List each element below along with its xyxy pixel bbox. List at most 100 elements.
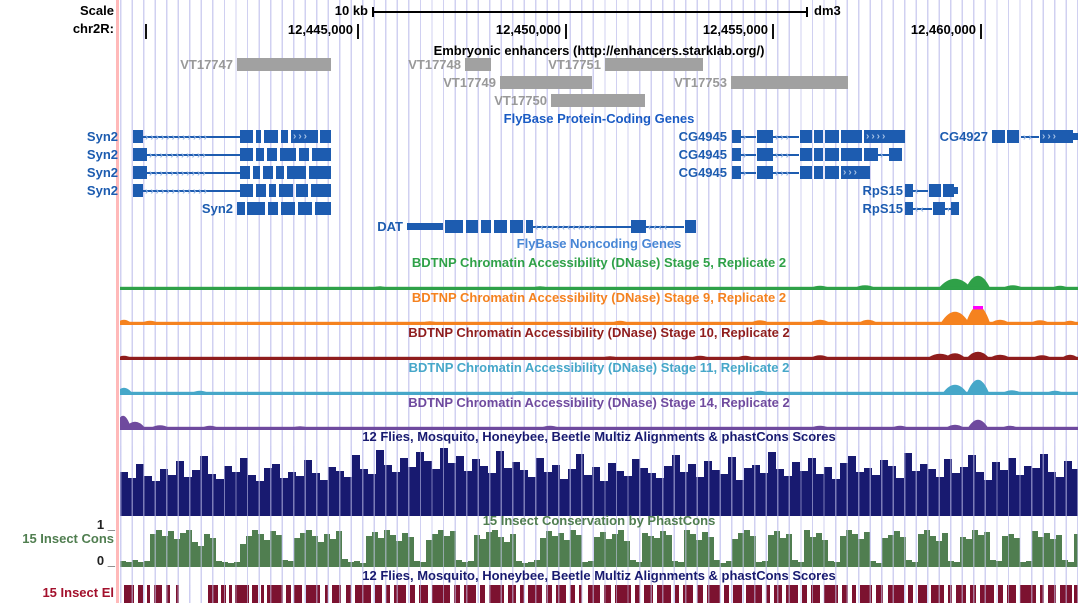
- conserved-element[interactable]: [294, 585, 302, 603]
- elements-left-label[interactable]: 15 Insect El: [42, 585, 114, 600]
- gene-label[interactable]: RpS15: [862, 201, 903, 216]
- dnase-signal[interactable]: [120, 411, 1078, 430]
- conserved-element[interactable]: [267, 585, 283, 603]
- gene-exon[interactable]: [841, 148, 862, 161]
- gene-intron-line[interactable]: [147, 171, 240, 174]
- conserved-element[interactable]: [683, 585, 693, 603]
- protein-coding-track-title[interactable]: FlyBase Protein-Coding Genes: [503, 111, 695, 126]
- elements-track-title[interactable]: 12 Flies, Mosquito, Honeybee, Beetle Mul…: [362, 568, 836, 583]
- gene-intron-line[interactable]: [773, 135, 799, 138]
- gene-exon[interactable]: [240, 166, 250, 179]
- conserved-element[interactable]: [766, 585, 770, 603]
- gene-intron-line[interactable]: [741, 135, 756, 138]
- dnase-track-row[interactable]: BDTNP Chromatin Accessibility (DNase) St…: [120, 290, 1078, 325]
- gene-intron-line[interactable]: [147, 153, 240, 156]
- conserved-element[interactable]: [508, 585, 516, 603]
- enhancer-label[interactable]: VT17750: [494, 93, 547, 108]
- conserved-element[interactable]: [604, 585, 611, 603]
- gene-exon[interactable]: [253, 166, 260, 179]
- conserved-element[interactable]: [419, 585, 428, 603]
- gene-intron-line[interactable]: [1021, 135, 1039, 138]
- conserved-element[interactable]: [1048, 585, 1056, 603]
- gene-intron-line[interactable]: [741, 153, 756, 156]
- dnase-signal[interactable]: [120, 271, 1078, 290]
- gene-exon[interactable]: [825, 130, 839, 143]
- gene-utr[interactable]: [1073, 133, 1078, 140]
- gene-exon[interactable]: [481, 220, 491, 233]
- gene-exon[interactable]: [133, 148, 147, 161]
- conserved-element[interactable]: [1060, 585, 1072, 603]
- enhancer-box[interactable]: [731, 76, 848, 89]
- gene-label[interactable]: Syn2: [86, 183, 118, 198]
- conserved-element[interactable]: [229, 585, 232, 603]
- enhancer-box[interactable]: [465, 58, 491, 71]
- gene-exon[interactable]: [889, 148, 902, 161]
- gene-exon[interactable]: [814, 148, 823, 161]
- gene-exon[interactable]: [685, 220, 696, 233]
- gene-intron-line[interactable]: [143, 135, 240, 138]
- gene-exon[interactable]: [825, 148, 839, 161]
- gene-exon[interactable]: ›››: [841, 166, 870, 179]
- conserved-element[interactable]: [860, 585, 872, 603]
- enhancer-label[interactable]: VT17747: [180, 57, 233, 72]
- gene-exon[interactable]: [240, 184, 253, 197]
- track-title[interactable]: BDTNP Chromatin Accessibility (DNase) St…: [408, 325, 790, 340]
- gene-exon[interactable]: [133, 184, 143, 197]
- conserved-element[interactable]: [375, 585, 382, 603]
- conserved-element[interactable]: [454, 585, 460, 603]
- conserved-element[interactable]: [786, 585, 798, 603]
- gene-exon[interactable]: [814, 166, 823, 179]
- conserved-element[interactable]: [956, 585, 966, 603]
- conserved-element[interactable]: [386, 585, 390, 603]
- gene-exon[interactable]: [800, 166, 812, 179]
- gene-exon[interactable]: [240, 148, 253, 161]
- gene-exon[interactable]: [841, 130, 862, 143]
- gene-exon[interactable]: [929, 184, 941, 197]
- gene-exon[interactable]: [267, 148, 277, 161]
- conserved-element[interactable]: [635, 585, 640, 603]
- gene-exon[interactable]: [312, 148, 331, 161]
- gene-exon[interactable]: [992, 130, 1005, 143]
- conserved-element[interactable]: [852, 585, 856, 603]
- conserved-element[interactable]: [124, 585, 134, 603]
- track-title[interactable]: BDTNP Chromatin Accessibility (DNase) St…: [411, 290, 787, 305]
- gene-exon[interactable]: [732, 130, 741, 143]
- conserved-element[interactable]: [166, 585, 170, 603]
- conserved-element[interactable]: [931, 585, 944, 603]
- conserved-element[interactable]: [980, 585, 994, 603]
- gene-exon[interactable]: [732, 166, 741, 179]
- gene-intron-line[interactable]: [773, 171, 799, 174]
- gene-exon[interactable]: [494, 220, 507, 233]
- gene-exon[interactable]: [800, 130, 812, 143]
- conserved-element[interactable]: [802, 585, 807, 603]
- enhancer-box[interactable]: [237, 58, 331, 71]
- gene-exon[interactable]: [287, 166, 306, 179]
- gene-exon[interactable]: [280, 148, 296, 161]
- conserved-element[interactable]: [261, 585, 264, 603]
- gene-exon[interactable]: [757, 130, 773, 143]
- gene-exon[interactable]: [943, 184, 954, 197]
- gene-exon[interactable]: [256, 184, 266, 197]
- conserved-element[interactable]: [948, 585, 952, 603]
- enhancer-box[interactable]: [500, 76, 592, 89]
- gene-label[interactable]: RpS15: [862, 183, 903, 198]
- gene-exon[interactable]: [133, 166, 147, 179]
- gene-exon[interactable]: [298, 202, 312, 215]
- gene-exon[interactable]: [757, 166, 773, 179]
- gene-label[interactable]: CG4945: [678, 165, 727, 180]
- gene-exon[interactable]: [951, 202, 959, 215]
- gene-intron-line[interactable]: [773, 153, 799, 156]
- dnase-signal[interactable]: [120, 376, 1078, 395]
- conserved-element[interactable]: [1074, 585, 1078, 603]
- conserved-element[interactable]: [208, 585, 218, 603]
- gene-exon[interactable]: [315, 202, 331, 215]
- gene-exon[interactable]: [279, 184, 293, 197]
- gene-exon[interactable]: [526, 220, 533, 233]
- dnase-signal[interactable]: [120, 341, 1078, 360]
- conserved-element[interactable]: [733, 585, 742, 603]
- gene-exon[interactable]: [268, 202, 278, 215]
- track-title[interactable]: BDTNP Chromatin Accessibility (DNase) St…: [411, 255, 787, 270]
- multiz-track-title[interactable]: 12 Flies, Mosquito, Honeybee, Beetle Mul…: [362, 429, 836, 444]
- conserved-element[interactable]: [657, 585, 671, 603]
